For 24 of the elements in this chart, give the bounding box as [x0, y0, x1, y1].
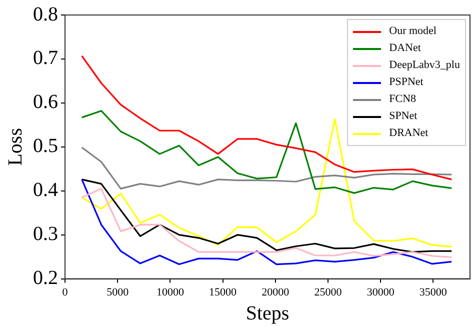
legend-label: Our model [389, 24, 436, 39]
x-tick-label: 10000 [156, 286, 184, 298]
y-tick-label: 0.6 [33, 91, 58, 114]
legend-label: SPNet [389, 109, 418, 124]
x-tick-label: 5000 [106, 286, 130, 298]
x-tick-label: 25000 [314, 286, 342, 298]
legend-label: FCN8 [389, 92, 416, 107]
legend-label: DRANet [389, 126, 428, 141]
y-tick-label: 0.3 [33, 223, 58, 246]
legend-label: DeepLabv3_plu [389, 58, 460, 73]
x-axis-title: Steps [246, 302, 290, 324]
x-tick-label: 30000 [366, 286, 395, 298]
y-tick-label: 0.4 [33, 179, 58, 202]
y-tick-label: 0.2 [33, 267, 58, 290]
legend-label: DANet [389, 41, 421, 56]
y-tick-label: 0.8 [33, 3, 58, 26]
x-tick-label: 15000 [209, 286, 238, 298]
y-tick-label: 0.5 [33, 135, 58, 158]
x-tick-label: 35000 [419, 286, 448, 298]
x-tick-label: 0 [62, 286, 68, 298]
y-axis-title: Loss [4, 128, 26, 166]
y-tick-label: 0.7 [33, 47, 58, 70]
legend-label: PSPNet [389, 75, 424, 90]
x-tick-label: 20000 [262, 286, 290, 298]
